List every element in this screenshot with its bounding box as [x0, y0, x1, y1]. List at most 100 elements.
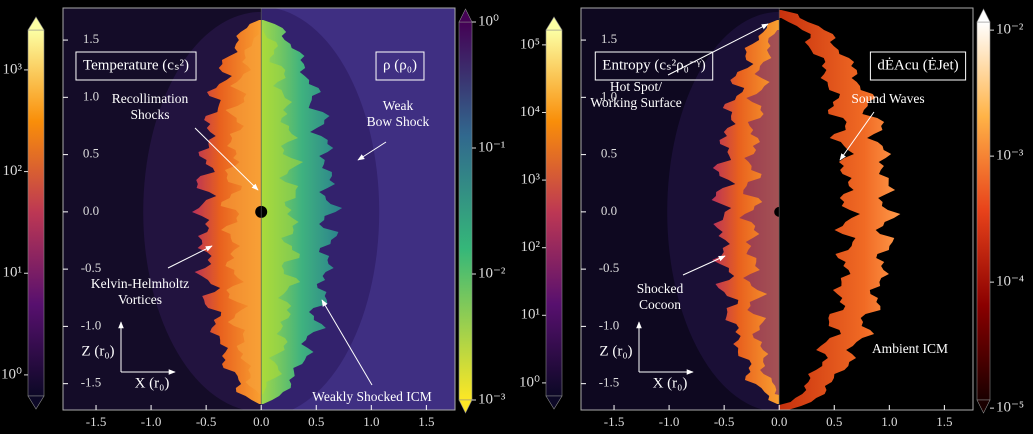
axis-label: Z (r₀) — [599, 343, 632, 359]
image-right — [779, 8, 973, 410]
panel: -1.5 -1.0 -0.5 0.0 0.5 1.0 1.5 -1.5 -1.0 -0.5 0.0 0… — [1, 7, 506, 429]
axis-label: X (r₀) — [135, 375, 170, 391]
colorbar-extend — [976, 399, 991, 414]
annotation-arrow — [682, 255, 726, 276]
colorbar-tick-label: 10⁰ — [519, 374, 540, 390]
x-tick-label: -0.5 — [714, 414, 735, 429]
annotation: Shocked — [637, 281, 684, 296]
x-tick-label: -1.0 — [141, 414, 162, 429]
image-left — [63, 8, 262, 410]
quantity-label: dĖAcu (ĖJet) — [877, 57, 958, 73]
colorbar-tick-label: 10¹ — [3, 265, 23, 281]
annotation: Working Surface — [590, 95, 682, 110]
jet-core — [261, 30, 304, 395]
frame — [580, 7, 974, 411]
y-tick-label: -1.0 — [81, 317, 102, 332]
label-box — [869, 51, 967, 81]
y-tick-label: -1.5 — [81, 375, 102, 390]
x-tick-label: 0.5 — [826, 414, 842, 429]
y-tick-label: -0.5 — [599, 260, 620, 275]
annotation-arrow — [667, 23, 769, 76]
annotation-arrow — [839, 111, 875, 161]
colorbar-tick-label: 10⁻⁴ — [996, 274, 1024, 290]
x-tick-label: -1.0 — [659, 414, 680, 429]
annotation: Kelvin-Helmholtz — [91, 276, 189, 291]
colorbar — [976, 21, 991, 401]
y-tick-label: 0.5 — [601, 146, 617, 161]
x-tick-label: -0.5 — [196, 414, 217, 429]
jet-core — [739, 30, 780, 395]
x-tick-label: -1.5 — [604, 414, 625, 429]
image-left — [581, 8, 780, 410]
y-tick-label: 1.0 — [83, 88, 99, 103]
label-box — [75, 51, 197, 81]
x-tick-label: 0.0 — [253, 414, 269, 429]
annotation: Weakly Shocked ICM — [312, 389, 432, 404]
y-tick-label: -1.5 — [599, 375, 620, 390]
quantity-label: ρ (ρ₀) — [383, 57, 417, 73]
colorbar-tick-label: 10⁻⁵ — [996, 400, 1024, 416]
colorbar — [458, 21, 473, 401]
y-tick-label: 1.5 — [601, 31, 617, 46]
colorbar — [545, 29, 563, 397]
colorbar-extend — [545, 395, 563, 410]
y-tick-label: -1.0 — [599, 317, 620, 332]
x-tick-label: 1.0 — [363, 414, 379, 429]
annotation: Ambient ICM — [872, 341, 948, 356]
annotation: Shocks — [130, 107, 169, 122]
colorbar-tick-label: 10¹ — [521, 307, 541, 323]
colorbar-tick-label: 10⁻¹ — [478, 139, 505, 155]
frame — [62, 7, 456, 411]
colorbar-tick-label: 10⁻³ — [478, 391, 506, 407]
x-tick-label: 1.5 — [418, 414, 434, 429]
image-right — [261, 8, 455, 410]
colorbar-tick-label: 10⁵ — [520, 36, 540, 52]
annotation-arrow — [167, 245, 213, 269]
colorbar-extend — [545, 16, 563, 31]
colorbar-extend — [458, 399, 473, 414]
colorbar-extend — [976, 8, 991, 23]
x-tick-label: 1.0 — [881, 414, 897, 429]
jet-core — [220, 30, 262, 395]
panel: -1.5 -1.0 -0.5 0.0 0.5 1.0 1.5 -1.5 -1.0 -0.5 0.0 0… — [519, 7, 1024, 429]
y-tick-label: 0.0 — [83, 203, 99, 218]
colorbar-extend — [27, 16, 45, 31]
x-tick-label: -1.5 — [86, 414, 107, 429]
x-tick-label: 1.5 — [936, 414, 952, 429]
annotation: Bow Shock — [367, 114, 430, 129]
quantity-label: Temperature (cₛ²) — [83, 57, 189, 73]
annotation: Weak — [383, 98, 414, 113]
annotation: Vortices — [118, 292, 162, 307]
x-tick-label: 0.0 — [771, 414, 787, 429]
colorbar-tick-label: 10⁻² — [996, 22, 1024, 38]
annotation: Sound Waves — [851, 91, 924, 106]
label-box — [375, 51, 425, 81]
x-tick-label: 0.5 — [308, 414, 324, 429]
annotation-arrow — [194, 127, 259, 191]
colorbar-tick-label: 10⁰ — [478, 13, 499, 29]
y-tick-label: 0.5 — [83, 146, 99, 161]
colorbar-tick-label: 10⁻³ — [996, 148, 1024, 164]
y-tick-label: 1.5 — [83, 31, 99, 46]
y-tick-label: -0.5 — [81, 260, 102, 275]
annotation: Recollimation — [112, 91, 189, 106]
quantity-label: Entropy (cₛ²ρ₀⁻ᵞ) — [602, 57, 705, 73]
label-box — [594, 51, 714, 81]
annotation: Hot Spot/ — [610, 79, 662, 94]
colorbar — [27, 29, 45, 397]
colorbar-tick-label: 10⁻² — [478, 265, 506, 281]
annotation: Cocoon — [639, 297, 681, 312]
colorbar-tick-label: 10² — [521, 239, 541, 255]
colorbar-extend — [27, 395, 45, 410]
annotation-arrow — [321, 299, 373, 386]
colorbar-tick-label: 10⁰ — [1, 366, 22, 382]
colorbar-tick-label: 10⁴ — [520, 104, 540, 120]
axis-label: Z (r₀) — [81, 343, 114, 359]
colorbar-tick-label: 10³ — [521, 172, 541, 188]
annotation-arrow — [357, 141, 387, 161]
colorbar-tick-label: 10² — [3, 163, 23, 179]
y-tick-label: 1.0 — [601, 88, 617, 103]
colorbar-extend — [458, 8, 473, 23]
colorbar-tick-label: 10³ — [3, 61, 23, 77]
